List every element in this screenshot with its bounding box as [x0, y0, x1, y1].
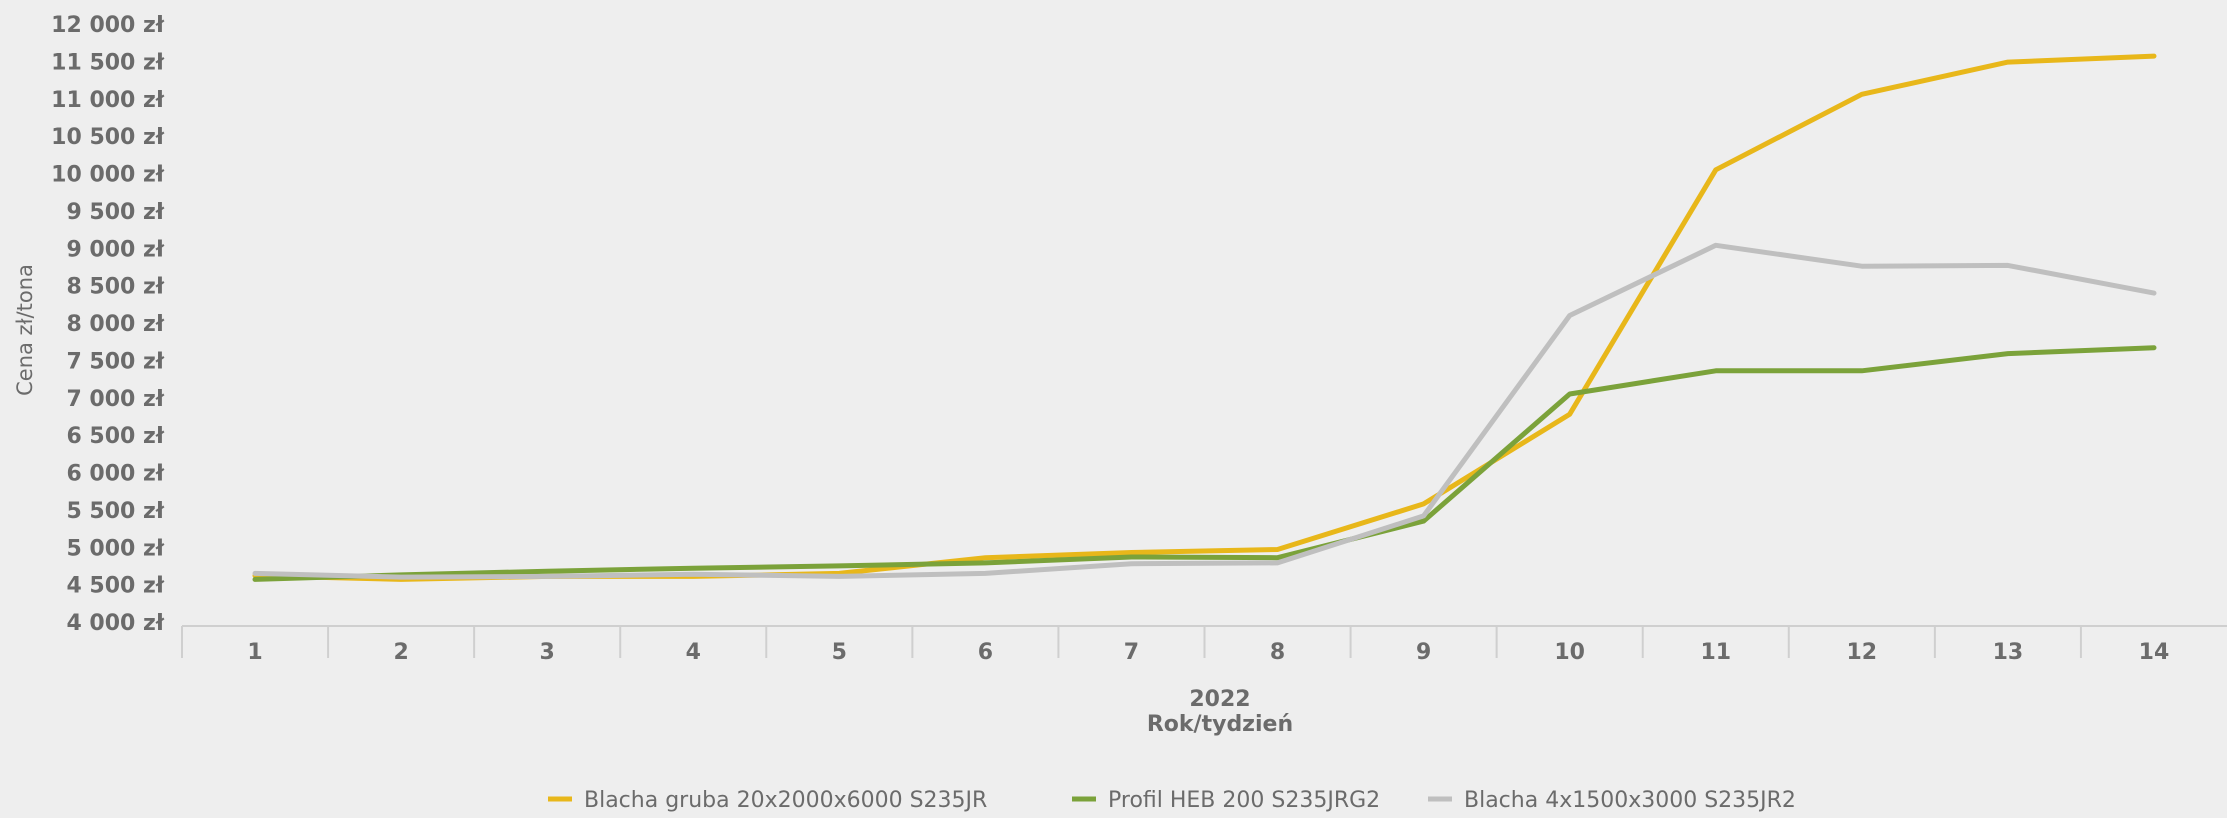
x-tick-label: 10	[1554, 640, 1585, 665]
x-tick-label: 12	[1847, 640, 1878, 665]
y-tick-label: 12 000 zł	[51, 13, 165, 38]
series-line	[252, 242, 2157, 580]
y-tick-label: 5 500 zł	[66, 499, 164, 524]
legend-label: Profil HEB 200 S235JRG2	[1108, 788, 1380, 813]
y-tick-label: 9 000 zł	[66, 237, 164, 262]
y-tick-label: 6 000 zł	[66, 462, 164, 487]
y-tick-label: 4 500 zł	[66, 574, 164, 599]
y-tick-label: 8 000 zł	[66, 312, 164, 337]
y-tick-label: 11 500 zł	[51, 50, 165, 75]
x-tick-label: 11	[1700, 640, 1731, 665]
legend-label: Blacha 4x1500x3000 S235JR2	[1464, 788, 1796, 813]
y-tick-label: 4 000 zł	[66, 611, 164, 636]
x-tick-label: 2	[393, 640, 408, 665]
series-line	[252, 345, 2157, 582]
legend-label: Blacha gruba 20x2000x6000 S235JR	[584, 788, 987, 813]
y-tick-label: 10 500 zł	[51, 125, 165, 150]
y-tick-label: 11 000 zł	[51, 88, 165, 113]
x-axis-title: Rok/tydzień	[1147, 712, 1293, 737]
x-tick-label: 7	[1124, 640, 1139, 665]
y-tick-label: 8 500 zł	[66, 275, 164, 300]
y-axis: 4 000 zł 4 500 zł 5 000 zł 5 500 zł 6 000 zł…	[51, 13, 165, 636]
x-tick-label: 9	[1416, 640, 1431, 665]
series-lines	[252, 53, 2157, 582]
x-tick-label: 4	[686, 640, 701, 665]
x-axis-year-label: 2022	[1189, 687, 1250, 712]
x-tick-label: 13	[1993, 640, 2024, 665]
y-tick-label: 9 500 zł	[66, 200, 164, 225]
x-tick-label: 5	[832, 640, 847, 665]
y-tick-label: 5 000 zł	[66, 536, 164, 561]
x-tick-label: 8	[1270, 640, 1285, 665]
x-tick-label: 3	[540, 640, 555, 665]
y-axis-title: Cena zł/tona	[13, 264, 37, 396]
x-axis: 1 2 3 4 5 6 7 8 9 10 11 12 13 14	[181, 625, 2227, 665]
series-line	[252, 53, 2157, 582]
y-tick-label: 7 000 zł	[66, 387, 164, 412]
x-tick-label: 14	[2139, 640, 2170, 665]
x-tick-label: 6	[978, 640, 993, 665]
y-tick-label: 6 500 zł	[66, 424, 164, 449]
legend: Blacha gruba 20x2000x6000 S235JR Profil H…	[548, 788, 1796, 813]
y-tick-label: 10 000 zł	[51, 163, 165, 188]
x-tick-label: 1	[247, 640, 262, 665]
y-tick-label: 7 500 zł	[66, 349, 164, 374]
